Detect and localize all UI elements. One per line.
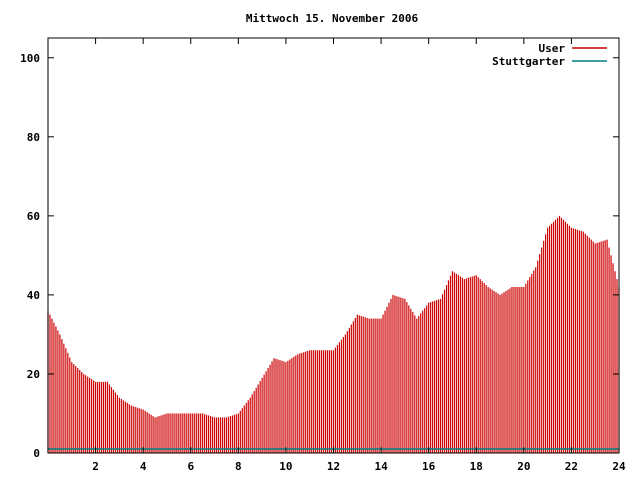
x-tick-label: 22	[565, 460, 578, 473]
chart-title: Mittwoch 15. November 2006	[246, 12, 419, 25]
x-tick-label: 8	[235, 460, 242, 473]
x-tick-label: 18	[470, 460, 483, 473]
y-axis-ticks: 0 20 40 60 80 100	[20, 52, 619, 460]
x-axis-ticks: 2 4 6 8 10 12 14 16 18 20 22 24	[92, 38, 626, 473]
x-tick-label: 20	[517, 460, 530, 473]
legend-label: User	[539, 42, 566, 55]
y-tick-label: 40	[27, 289, 40, 302]
y-tick-label: 60	[27, 210, 40, 223]
x-tick-label: 14	[374, 460, 388, 473]
x-tick-label: 2	[92, 460, 99, 473]
x-tick-label: 6	[187, 460, 194, 473]
user-bars	[47, 215, 620, 453]
x-tick-label: 24	[612, 460, 626, 473]
legend-label: Stuttgarter	[492, 55, 565, 68]
y-tick-label: 100	[20, 52, 40, 65]
x-tick-label: 4	[140, 460, 147, 473]
y-tick-label: 20	[27, 368, 40, 381]
y-tick-label: 0	[33, 447, 40, 460]
y-tick-label: 80	[27, 131, 40, 144]
x-tick-label: 16	[422, 460, 436, 473]
x-tick-label: 12	[327, 460, 340, 473]
x-tick-label: 10	[279, 460, 292, 473]
